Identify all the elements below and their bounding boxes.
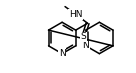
Text: S: S: [81, 32, 86, 41]
Text: N: N: [59, 49, 66, 58]
Text: HN: HN: [69, 10, 83, 19]
Text: N: N: [82, 41, 89, 50]
